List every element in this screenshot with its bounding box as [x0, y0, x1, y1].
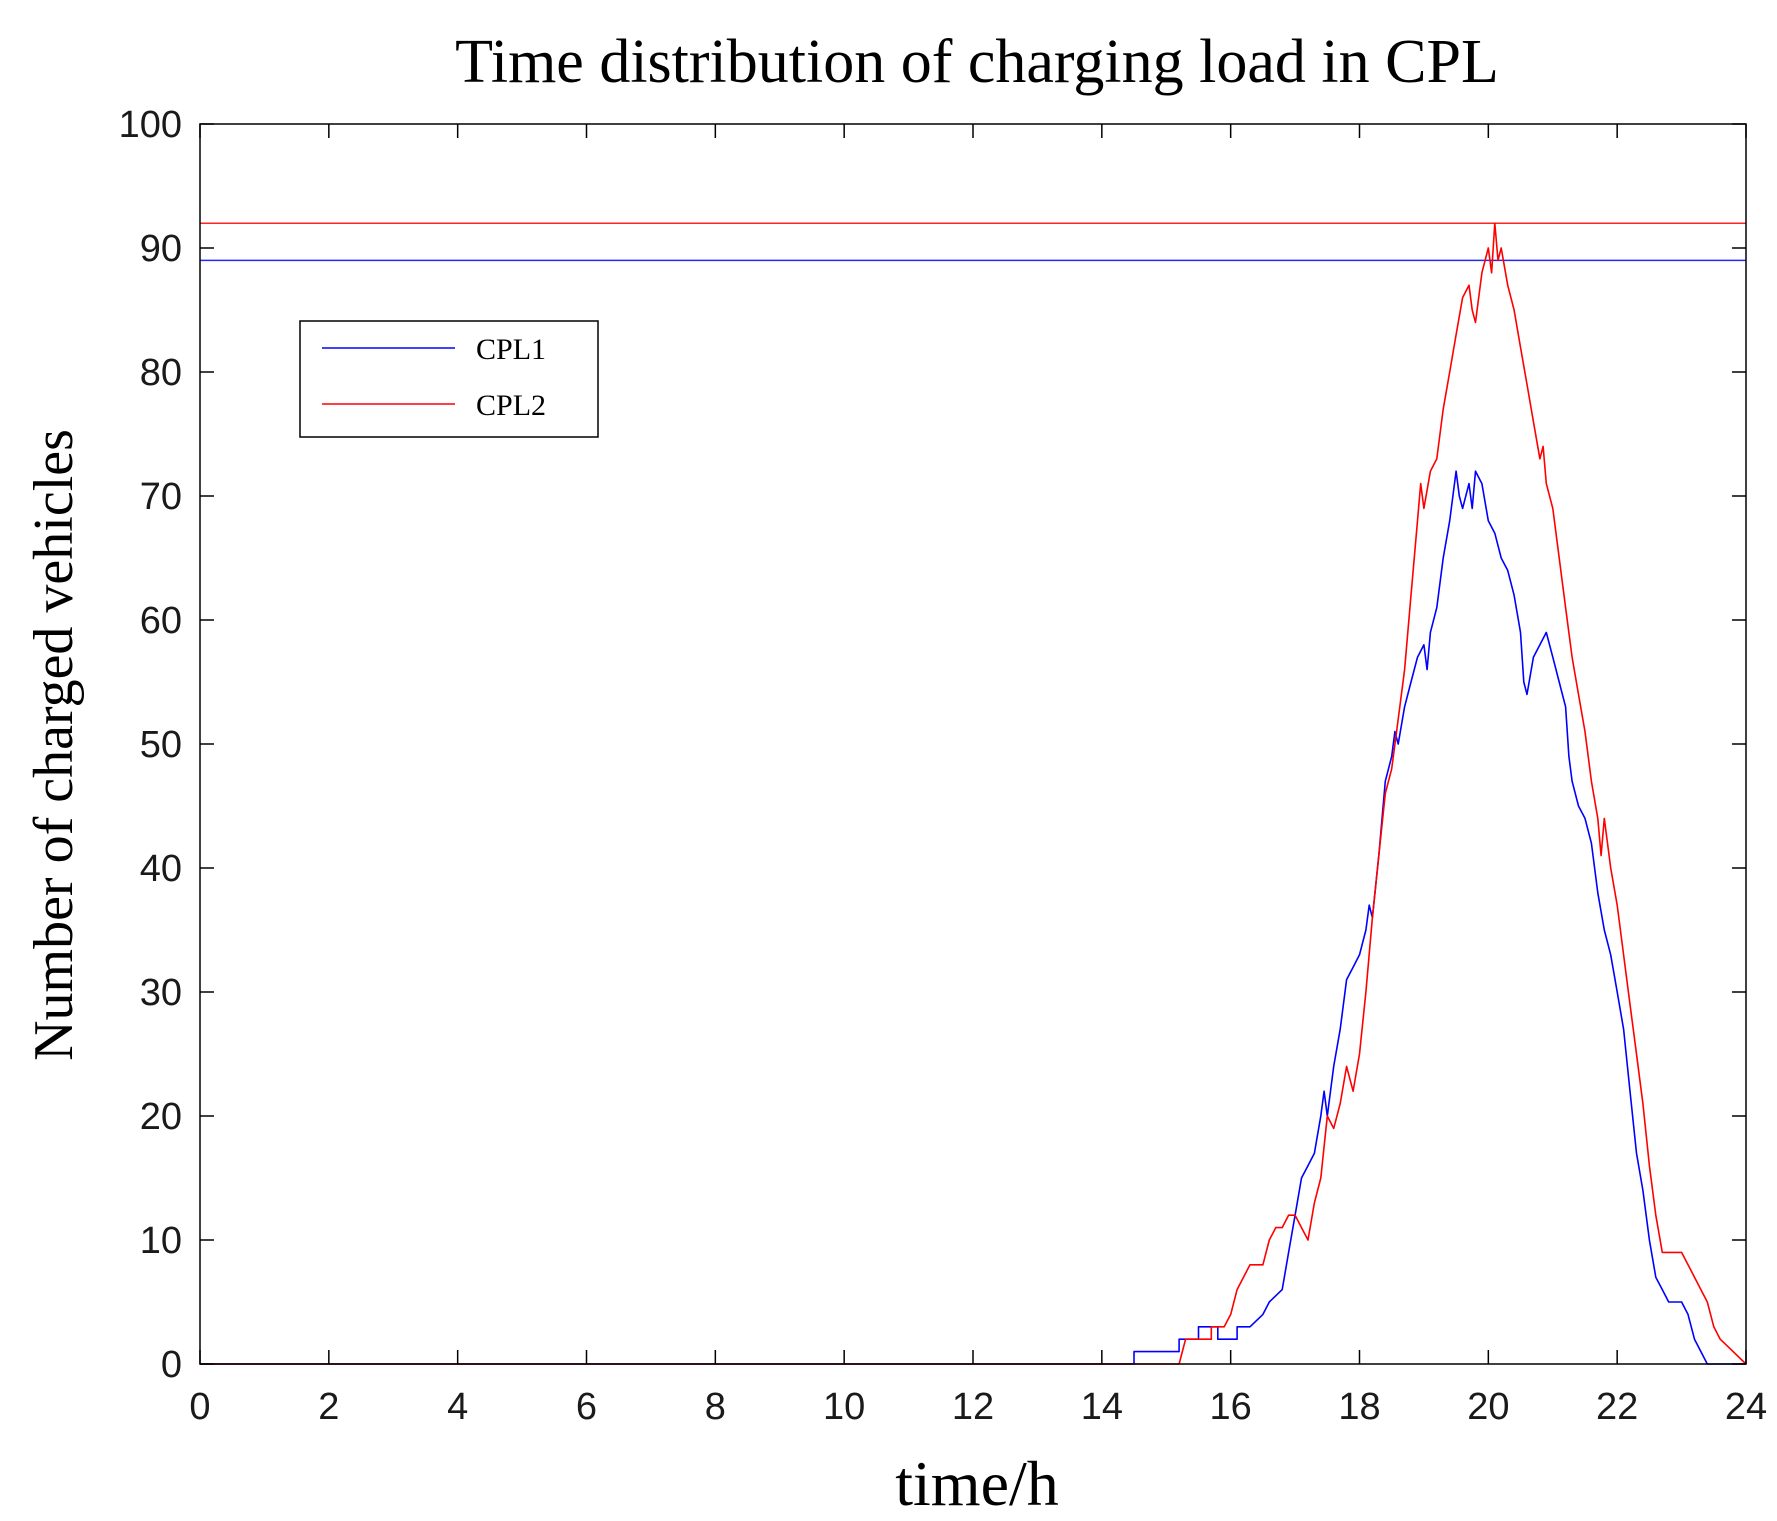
chart-title: Time distribution of charging load in CP…: [455, 28, 1499, 96]
y-tick-label: 0: [161, 1344, 182, 1386]
x-tick-label: 4: [447, 1386, 468, 1428]
legend-box: [299, 320, 599, 438]
series-lines: [200, 222, 1747, 1365]
y-tick-label: 30: [140, 972, 182, 1014]
y-tick-label: 10: [140, 1220, 182, 1262]
y-tick-label: 80: [140, 352, 182, 394]
legend-label-cpl1: CPL1: [476, 333, 546, 366]
x-tick-label: 6: [576, 1386, 597, 1428]
x-tick-label: 22: [1596, 1386, 1638, 1428]
series-line-cpl1: [200, 470, 1746, 1365]
x-tick-label: 10: [823, 1386, 865, 1428]
x-axis-label: time/h: [895, 1448, 1059, 1519]
x-axis-ticks: 0 2 4 6 8 10 12 14 16 18 20 22 24: [189, 124, 1767, 1428]
x-tick-label: 12: [952, 1386, 994, 1428]
y-tick-label: 40: [140, 848, 182, 890]
x-tick-label: 18: [1338, 1386, 1380, 1428]
x-tick-label: 16: [1210, 1386, 1252, 1428]
x-tick-label: 8: [705, 1386, 726, 1428]
legend: CPL1 CPL2: [299, 320, 599, 438]
y-tick-label: 50: [140, 724, 182, 766]
x-tick-label: 2: [318, 1386, 339, 1428]
peak-reference-lines: [200, 222, 1746, 262]
x-tick-label: 14: [1081, 1386, 1123, 1428]
legend-label-cpl2: CPL2: [476, 389, 546, 422]
y-tick-label: 20: [140, 1096, 182, 1138]
y-tick-label: 70: [140, 476, 182, 518]
y-axis-label: Number of charged vehicles: [23, 429, 85, 1061]
y-tick-label: 100: [119, 104, 182, 146]
y-tick-label: 60: [140, 600, 182, 642]
y-tick-label: 90: [140, 228, 182, 270]
x-tick-label: 24: [1725, 1386, 1767, 1428]
y-axis-ticks: 0 10 20 30 40 50 60 70 80 90 100: [119, 104, 1746, 1386]
x-tick-label: 20: [1467, 1386, 1509, 1428]
x-tick-label: 0: [189, 1386, 210, 1428]
series-line-cpl2: [200, 222, 1747, 1365]
